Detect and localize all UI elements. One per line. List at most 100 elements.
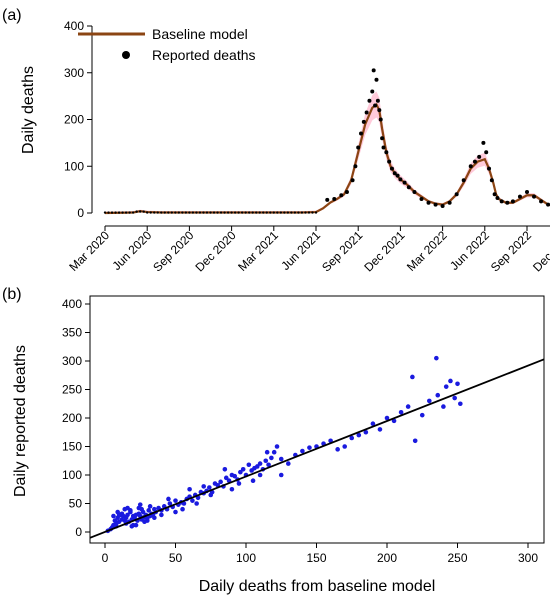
reported-death-point	[138, 210, 142, 213]
reported-death-point	[314, 211, 318, 214]
x-tick-label: 250	[447, 551, 467, 565]
reported-death-point	[433, 202, 438, 207]
scatter-point	[238, 469, 243, 475]
scatter-point	[194, 501, 199, 506]
panel-b: (b) Daily reported deaths Daily deaths f…	[2, 286, 545, 595]
scatter-point	[125, 505, 130, 511]
reported-death-point	[244, 211, 247, 214]
scatter-point	[271, 449, 277, 455]
scatter-point	[240, 467, 246, 472]
scatter-point	[208, 492, 214, 498]
reported-death-point	[297, 211, 300, 214]
reported-death-point	[262, 211, 265, 214]
scatter-point	[115, 509, 120, 515]
scatter-point	[278, 472, 284, 478]
reported-death-point	[325, 197, 330, 202]
scatter-point	[125, 512, 130, 518]
reported-death-point	[142, 210, 145, 213]
reported-death-point	[406, 185, 411, 190]
reported-death-point	[371, 68, 376, 73]
reported-death-point	[517, 194, 522, 199]
y-tick-label: 50	[69, 497, 83, 511]
scatter-point	[286, 461, 291, 466]
reported-death-point	[378, 117, 383, 122]
scatter-point	[129, 524, 135, 529]
scatter-point	[166, 496, 171, 502]
scatter-point	[443, 384, 449, 389]
reported-death-point	[233, 211, 237, 214]
reported-death-point	[223, 211, 226, 214]
reported-death-point	[419, 196, 424, 201]
y-tick-label: 200	[62, 411, 82, 425]
reported-death-point	[114, 211, 117, 214]
reported-death-point	[447, 200, 452, 205]
scatter-point	[342, 444, 348, 449]
x-tick-label: Jun 2020	[109, 228, 154, 273]
reported-death-point	[370, 89, 375, 94]
reported-death-point	[487, 166, 492, 171]
scatter-point	[201, 484, 206, 489]
reported-death-point	[153, 211, 156, 214]
scatter-point	[266, 462, 271, 468]
scatter-points	[105, 355, 463, 534]
reported-death-point	[131, 211, 135, 214]
scatter-point	[167, 501, 173, 506]
reported-death-point	[167, 211, 170, 214]
x-tick-label: 300	[518, 551, 538, 565]
scatter-point	[190, 498, 195, 503]
scatter-point	[410, 374, 415, 380]
scatter-point	[232, 473, 238, 479]
reported-death-point	[230, 211, 233, 214]
reported-death-point	[505, 200, 510, 205]
reported-death-point	[198, 211, 202, 214]
panel-b-y-axis-title: Daily reported deaths	[12, 345, 29, 497]
reported-deaths-points	[103, 68, 550, 214]
scatter-point	[159, 512, 164, 518]
scatter-point	[142, 519, 147, 525]
scatter-point	[398, 410, 404, 415]
reported-death-point	[202, 211, 205, 214]
scatter-point	[146, 508, 152, 513]
reported-death-point	[350, 178, 355, 183]
reported-death-point	[412, 189, 417, 194]
reported-death-point	[367, 98, 372, 103]
scatter-point	[335, 447, 340, 452]
scatter-point	[349, 435, 355, 441]
reported-death-point	[304, 211, 307, 214]
reported-death-point	[481, 140, 486, 145]
reported-death-point	[110, 211, 114, 214]
scatter-point	[278, 456, 284, 462]
reported-death-point	[374, 77, 379, 82]
reported-death-point	[375, 98, 380, 103]
x-tick-label: Dec 2022	[530, 228, 550, 274]
scatter-point	[152, 515, 157, 521]
reported-death-point	[160, 211, 163, 214]
baseline-model-line	[104, 102, 550, 215]
x-tick-label: 150	[306, 551, 326, 565]
x-tick-label: 100	[236, 551, 256, 565]
reported-death-point	[117, 211, 121, 214]
panel-b-label: (b)	[2, 286, 22, 303]
y-tick-label: 100	[62, 468, 82, 482]
reported-death-point	[477, 154, 482, 159]
fitted-line	[89, 358, 545, 539]
reported-death-point	[395, 173, 400, 178]
x-tick-label: Mar 2021	[235, 228, 281, 274]
scatter-point	[173, 509, 178, 515]
reported-death-point	[121, 211, 124, 214]
reported-death-point	[272, 211, 275, 214]
reported-death-point	[290, 211, 293, 214]
y-tick-label: 400	[62, 297, 82, 311]
reported-death-point	[499, 199, 504, 204]
reported-death-point	[353, 164, 358, 169]
reported-death-point	[377, 108, 382, 113]
scatter-point	[250, 478, 256, 484]
fitted-line-path	[89, 358, 545, 539]
reported-death-point	[468, 164, 473, 169]
scatter-point	[222, 467, 228, 472]
scatter-point	[236, 481, 242, 486]
reported-death-point	[398, 177, 403, 182]
x-tick-label: Mar 2022	[404, 228, 450, 274]
y-tick-label: 400	[64, 19, 84, 33]
